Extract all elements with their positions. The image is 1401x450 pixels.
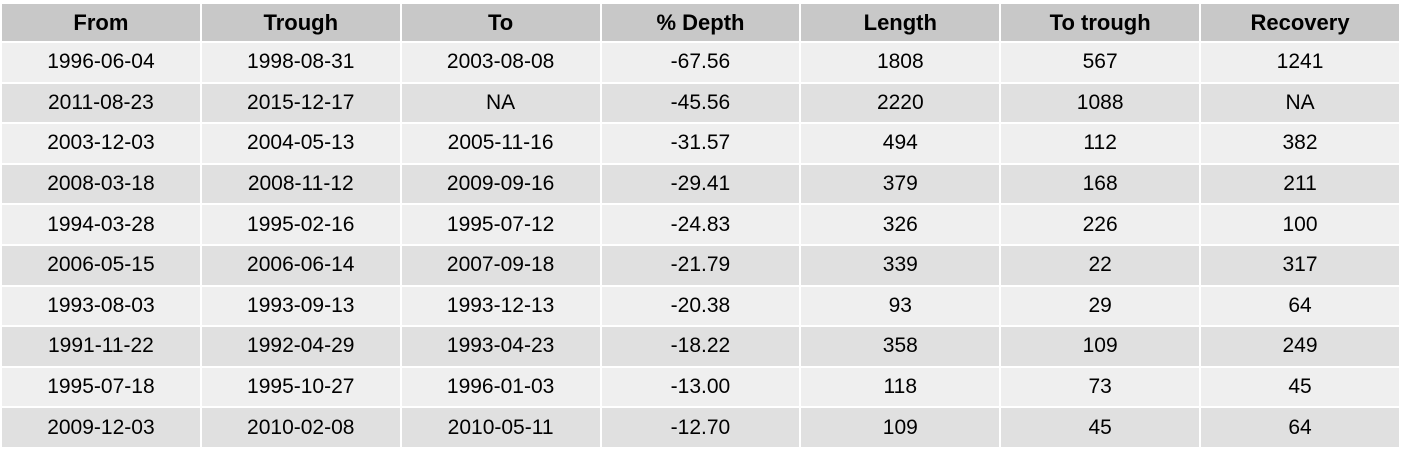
cell-from: 1991-11-22 [2, 327, 200, 366]
cell-to-trough: 567 [1001, 43, 1200, 82]
cell-recovery: 317 [1201, 245, 1399, 285]
cell-from: 1996-06-04 [2, 43, 200, 82]
table-body: 1996-06-04 1998-08-31 2003-08-08 -67.56 1808… [2, 43, 1399, 447]
cell-recovery: NA [1201, 83, 1399, 123]
table-row: 2011-08-23 2015-12-17 NA -45.56 2220 1088 NA [2, 83, 1399, 123]
cell-trough: 1993-09-13 [201, 286, 400, 326]
cell-from: 1994-03-28 [2, 205, 200, 244]
table-header: From Trough To % Depth Length To trough … [2, 4, 1399, 41]
cell-to-trough: 73 [1001, 367, 1200, 407]
column-header-trough[interactable]: Trough [201, 4, 400, 41]
table-row: 1991-11-22 1992-04-29 1993-04-23 -18.22 358 1… [2, 327, 1399, 366]
cell-depth: -67.56 [601, 43, 800, 82]
cell-length: 358 [801, 327, 1000, 366]
cell-recovery: 45 [1201, 367, 1399, 407]
cell-to: 1993-12-13 [401, 286, 600, 326]
cell-recovery: 382 [1201, 124, 1399, 163]
cell-recovery: 64 [1201, 408, 1399, 447]
cell-from: 2003-12-03 [2, 124, 200, 163]
cell-recovery: 211 [1201, 164, 1399, 204]
cell-trough: 2008-11-12 [201, 164, 400, 204]
cell-from: 2009-12-03 [2, 408, 200, 447]
cell-trough: 1995-10-27 [201, 367, 400, 407]
cell-to: 2009-09-16 [401, 164, 600, 204]
cell-to: 2007-09-18 [401, 245, 600, 285]
column-header-depth[interactable]: % Depth [601, 4, 800, 41]
cell-trough: 2015-12-17 [201, 83, 400, 123]
cell-to: 2010-05-11 [401, 408, 600, 447]
cell-trough: 2010-02-08 [201, 408, 400, 447]
cell-recovery: 100 [1201, 205, 1399, 244]
cell-to: 1996-01-03 [401, 367, 600, 407]
cell-length: 93 [801, 286, 1000, 326]
cell-to-trough: 1088 [1001, 83, 1200, 123]
column-header-length[interactable]: Length [801, 4, 1000, 41]
table-row: 2003-12-03 2004-05-13 2005-11-16 -31.57 494 1… [2, 124, 1399, 163]
cell-trough: 1992-04-29 [201, 327, 400, 366]
cell-length: 1808 [801, 43, 1000, 82]
cell-to: 1995-07-12 [401, 205, 600, 244]
cell-to: 2005-11-16 [401, 124, 600, 163]
cell-to-trough: 168 [1001, 164, 1200, 204]
table-row: 2009-12-03 2010-02-08 2010-05-11 -12.70 109 4… [2, 408, 1399, 447]
cell-length: 379 [801, 164, 1000, 204]
cell-from: 2008-03-18 [2, 164, 200, 204]
cell-trough: 2004-05-13 [201, 124, 400, 163]
cell-to-trough: 29 [1001, 286, 1200, 326]
cell-from: 2011-08-23 [2, 83, 200, 123]
cell-recovery: 64 [1201, 286, 1399, 326]
cell-recovery: 1241 [1201, 43, 1399, 82]
cell-trough: 1995-02-16 [201, 205, 400, 244]
cell-depth: -24.83 [601, 205, 800, 244]
cell-from: 2006-05-15 [2, 245, 200, 285]
cell-length: 494 [801, 124, 1000, 163]
cell-to: NA [401, 83, 600, 123]
cell-depth: -21.79 [601, 245, 800, 285]
cell-depth: -20.38 [601, 286, 800, 326]
cell-depth: -13.00 [601, 367, 800, 407]
cell-depth: -45.56 [601, 83, 800, 123]
cell-to-trough: 45 [1001, 408, 1200, 447]
cell-depth: -12.70 [601, 408, 800, 447]
cell-depth: -29.41 [601, 164, 800, 204]
cell-length: 2220 [801, 83, 1000, 123]
column-header-from[interactable]: From [2, 4, 200, 41]
cell-to-trough: 109 [1001, 327, 1200, 366]
cell-trough: 1998-08-31 [201, 43, 400, 82]
cell-length: 339 [801, 245, 1000, 285]
cell-depth: -18.22 [601, 327, 800, 366]
table-row: 1993-08-03 1993-09-13 1993-12-13 -20.38 93 29… [2, 286, 1399, 326]
table-row: 2008-03-18 2008-11-12 2009-09-16 -29.41 379 1… [2, 164, 1399, 204]
table-row: 2006-05-15 2006-06-14 2007-09-18 -21.79 339 2… [2, 245, 1399, 285]
table-row: 1994-03-28 1995-02-16 1995-07-12 -24.83 326 2… [2, 205, 1399, 244]
cell-from: 1993-08-03 [2, 286, 200, 326]
cell-to-trough: 226 [1001, 205, 1200, 244]
cell-to: 2003-08-08 [401, 43, 600, 82]
column-header-to[interactable]: To [401, 4, 600, 41]
cell-length: 109 [801, 408, 1000, 447]
cell-from: 1995-07-18 [2, 367, 200, 407]
column-header-to-trough[interactable]: To trough [1001, 4, 1200, 41]
cell-length: 326 [801, 205, 1000, 244]
cell-recovery: 249 [1201, 327, 1399, 366]
header-row: From Trough To % Depth Length To trough … [2, 4, 1399, 41]
cell-to-trough: 112 [1001, 124, 1200, 163]
cell-trough: 2006-06-14 [201, 245, 400, 285]
cell-to: 1993-04-23 [401, 327, 600, 366]
column-header-recovery[interactable]: Recovery [1201, 4, 1399, 41]
cell-length: 118 [801, 367, 1000, 407]
cell-to-trough: 22 [1001, 245, 1200, 285]
table-row: 1995-07-18 1995-10-27 1996-01-03 -13.00 118 7… [2, 367, 1399, 407]
cell-depth: -31.57 [601, 124, 800, 163]
table-row: 1996-06-04 1998-08-31 2003-08-08 -67.56 1808… [2, 43, 1399, 82]
